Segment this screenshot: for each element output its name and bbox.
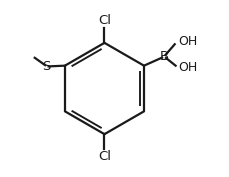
Text: S: S — [42, 60, 50, 73]
Text: B: B — [159, 50, 168, 63]
Text: Cl: Cl — [98, 150, 110, 163]
Text: OH: OH — [177, 35, 196, 48]
Text: OH: OH — [177, 61, 196, 74]
Text: Cl: Cl — [98, 14, 110, 27]
